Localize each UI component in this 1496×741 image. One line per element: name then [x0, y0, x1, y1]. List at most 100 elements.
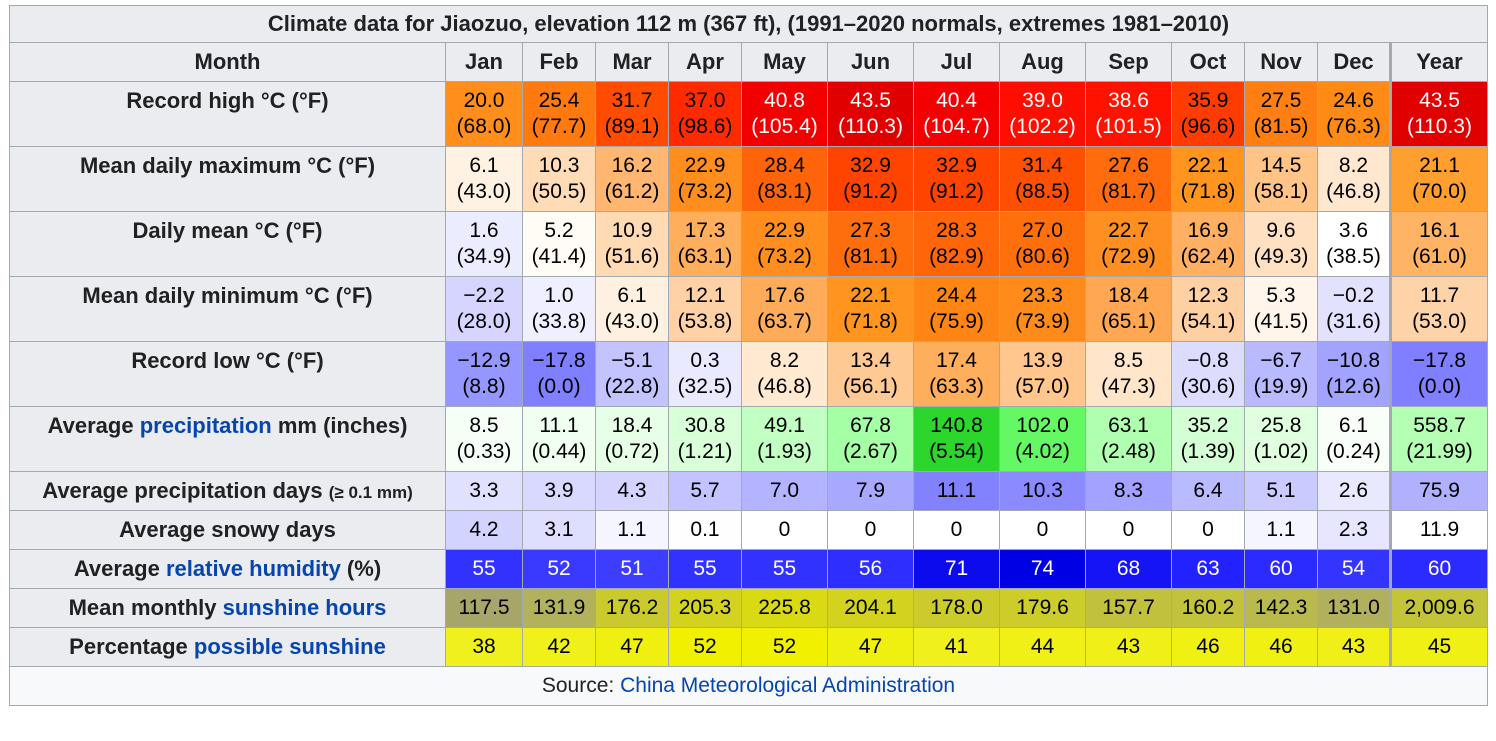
row-label-suffix: (%): [340, 556, 382, 581]
row-label-text: Mean daily maximum °C (°F): [79, 153, 376, 178]
fahrenheit-value: (101.5): [1095, 115, 1162, 138]
data-cell: 8.2 (46.8): [1317, 146, 1391, 212]
celsius-value: 63.1: [1108, 414, 1149, 437]
celsius-value: 43.5: [850, 89, 891, 112]
fahrenheit-value: (43.0): [456, 180, 512, 203]
fahrenheit-value: (21.99): [1406, 440, 1473, 463]
fahrenheit-value: (70.0): [1412, 180, 1467, 203]
fahrenheit-value: (46.8): [757, 375, 812, 398]
data-cell: −17.8 (0.0): [522, 341, 596, 407]
celsius-value: −5.1: [611, 349, 653, 372]
fahrenheit-value: (63.1): [677, 245, 733, 268]
climate-table: Climate data for Jiaozuo, elevation 112 …: [9, 5, 1488, 706]
data-cell: 22.9 (73.2): [741, 211, 828, 277]
celsius-value: −2.2: [463, 284, 505, 307]
data-cell: 117.5: [445, 588, 523, 628]
data-cell: 27.3 (81.1): [827, 211, 914, 277]
data-cell: 55: [445, 549, 523, 589]
celsius-value: 6.1: [469, 154, 499, 177]
data-cell: 25.8 (1.02): [1244, 406, 1318, 472]
fahrenheit-value: (83.1): [757, 180, 812, 203]
fahrenheit-value: (110.3): [838, 115, 903, 138]
data-cell: 18.4 (65.1): [1085, 276, 1172, 342]
data-cell: 0.3 (32.5): [668, 341, 742, 407]
data-cell: 52: [741, 627, 828, 667]
data-cell: 157.7: [1085, 588, 1172, 628]
fahrenheit-value: (56.1): [843, 375, 898, 398]
data-cell: 8.2 (46.8): [741, 341, 828, 407]
data-cell: 160.2: [1171, 588, 1245, 628]
celsius-value: 22.1: [1187, 154, 1229, 177]
data-cell: 140.8 (5.54): [913, 406, 1000, 472]
month-header: Aug: [999, 42, 1086, 82]
data-cell: 55: [668, 549, 742, 589]
fahrenheit-value: (57.0): [1015, 375, 1070, 398]
data-cell: 32.9 (91.2): [827, 146, 914, 212]
fahrenheit-value: (63.7): [757, 310, 812, 333]
data-cell: 43: [1317, 627, 1391, 667]
data-cell: 204.1: [827, 588, 914, 628]
data-cell: 74: [999, 549, 1086, 589]
celsius-value: −17.8: [1412, 349, 1467, 372]
source-link[interactable]: China Meteorological Administration: [620, 674, 956, 697]
fahrenheit-value: (1.93): [757, 440, 812, 463]
data-cell: 179.6: [999, 588, 1086, 628]
data-cell: 28.3 (82.9): [913, 211, 1000, 277]
row-label-text: Average snowy days: [119, 517, 336, 542]
celsius-value: 17.3: [684, 219, 726, 242]
row-label-link[interactable]: precipitation: [139, 413, 272, 438]
row-label-prefix: Average: [73, 556, 166, 581]
row-label-link[interactable]: sunshine hours: [222, 595, 387, 620]
data-cell: 1.0 (33.8): [522, 276, 596, 342]
fahrenheit-value: (0.0): [537, 375, 581, 398]
data-cell: 22.1 (71.8): [1171, 146, 1245, 212]
row-possible-sunshine: Percentage possible sunshine 38 42 47 52 52 47…: [9, 627, 1488, 667]
celsius-value: 11.1: [539, 414, 579, 437]
data-cell: 43.5 (110.3): [827, 81, 914, 147]
data-cell: 2.6: [1317, 471, 1391, 511]
fahrenheit-value: (65.1): [1101, 310, 1156, 333]
data-cell: 44: [999, 627, 1086, 667]
month-header: Sep: [1085, 42, 1172, 82]
data-cell: 3.6 (38.5): [1317, 211, 1391, 277]
data-cell: 0: [999, 510, 1086, 550]
data-cell: 27.0 (80.6): [999, 211, 1086, 277]
data-cell: 13.9 (57.0): [999, 341, 1086, 407]
month-header: Feb: [522, 42, 596, 82]
month-header: Jul: [913, 42, 1000, 82]
row-label-humidity: Average relative humidity (%): [9, 549, 446, 589]
row-label-link[interactable]: relative humidity: [165, 556, 341, 581]
fahrenheit-value: (54.1): [1180, 310, 1236, 333]
data-cell: 131.0: [1317, 588, 1391, 628]
celsius-value: 32.9: [850, 154, 891, 177]
data-cell: 18.4 (0.72): [595, 406, 669, 472]
row-snowy-days: Average snowy days 4.2 3.1 1.1 0.1 0 0 0 0 0 0 1.1 2…: [9, 510, 1488, 550]
fahrenheit-value: (0.72): [604, 440, 660, 463]
fahrenheit-value: (102.2): [1009, 115, 1076, 138]
data-cell: 46: [1171, 627, 1245, 667]
data-cell: 24.4 (75.9): [913, 276, 1000, 342]
row-label-text: Mean daily minimum °C (°F): [82, 283, 373, 308]
data-cell: 41: [913, 627, 1000, 667]
fahrenheit-value: (50.5): [531, 180, 587, 203]
celsius-value: 28.4: [764, 154, 805, 177]
celsius-value: 27.5: [1260, 89, 1302, 112]
data-cell: 7.9: [827, 471, 914, 511]
celsius-value: 16.1: [1419, 219, 1460, 242]
data-cell: −5.1 (22.8): [595, 341, 669, 407]
data-cell: 0: [1085, 510, 1172, 550]
year-cell: −17.8 (0.0): [1389, 341, 1488, 407]
fahrenheit-value: (75.9): [929, 310, 984, 333]
data-cell: 40.4 (104.7): [913, 81, 1000, 147]
data-cell: 67.8 (2.67): [827, 406, 914, 472]
row-label-link[interactable]: possible sunshine: [193, 634, 386, 659]
celsius-value: −12.9: [457, 349, 511, 372]
row-record-high: Record high °C (°F) 20.0 (68.0) 25.4 (77.7) 3…: [9, 81, 1488, 147]
fahrenheit-value: (62.4): [1180, 245, 1236, 268]
celsius-value: 25.8: [1260, 414, 1302, 437]
celsius-value: 22.9: [764, 219, 805, 242]
celsius-value: −10.8: [1326, 349, 1381, 372]
year-cell: 21.1 (70.0): [1389, 146, 1488, 212]
row-label-suffix: mm (inches): [271, 413, 408, 438]
source-row: Source: China Meteorological Administrat…: [9, 666, 1488, 706]
